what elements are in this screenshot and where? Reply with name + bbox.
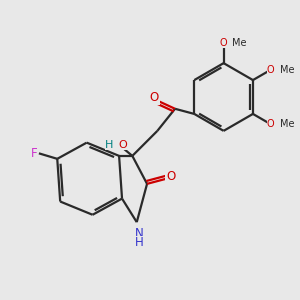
Text: H: H (135, 236, 144, 249)
Text: O: O (166, 170, 175, 183)
Text: O: O (220, 38, 227, 47)
Text: Me: Me (232, 38, 247, 47)
Text: O: O (150, 91, 159, 104)
Text: N: N (135, 227, 144, 240)
Text: Me: Me (280, 65, 294, 75)
Text: F: F (31, 147, 38, 160)
Text: Me: Me (280, 119, 294, 129)
Text: O: O (118, 140, 127, 150)
Text: H: H (105, 140, 113, 150)
Text: O: O (267, 65, 274, 75)
Text: O: O (267, 119, 274, 129)
